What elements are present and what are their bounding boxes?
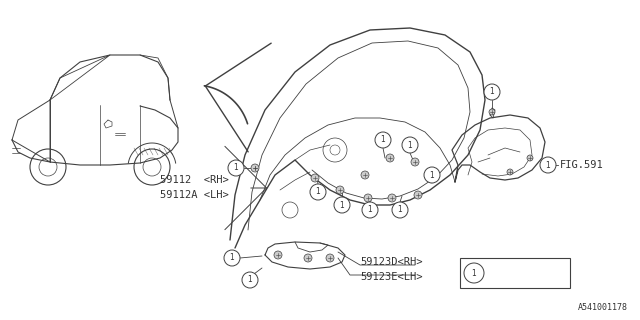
Circle shape [364,194,372,202]
Circle shape [402,137,418,153]
Text: 59123E<LH>: 59123E<LH> [360,272,422,282]
Circle shape [392,202,408,218]
Circle shape [388,194,396,202]
Text: 1: 1 [367,205,372,214]
Circle shape [242,272,258,288]
Circle shape [464,263,484,283]
Text: 1: 1 [316,188,321,196]
Circle shape [310,184,326,200]
Text: 1: 1 [230,253,234,262]
Circle shape [336,186,344,194]
Circle shape [252,165,258,171]
Circle shape [251,164,259,172]
Circle shape [311,174,319,182]
Text: 59112  <RH>: 59112 <RH> [160,175,228,185]
Text: 1: 1 [381,135,385,145]
Circle shape [375,132,391,148]
Circle shape [414,191,422,199]
Circle shape [304,254,312,262]
Text: W140065: W140065 [506,268,550,278]
Text: 59123D<RH>: 59123D<RH> [360,257,422,267]
Text: 1: 1 [472,268,476,277]
Circle shape [334,197,350,213]
Circle shape [274,251,282,259]
Circle shape [228,160,244,176]
Text: 1: 1 [340,201,344,210]
Text: FIG.591: FIG.591 [560,160,604,170]
Circle shape [484,84,500,100]
Text: 1: 1 [397,205,403,214]
Text: 1: 1 [490,87,494,97]
Text: 1: 1 [234,164,238,172]
Circle shape [224,250,240,266]
Circle shape [489,109,495,115]
Circle shape [527,155,533,161]
Circle shape [362,202,378,218]
Text: A541001178: A541001178 [578,303,628,312]
Circle shape [507,169,513,175]
Circle shape [540,157,556,173]
Circle shape [411,158,419,166]
Circle shape [386,154,394,162]
Text: 1: 1 [408,140,412,149]
Circle shape [326,254,334,262]
Text: 59112A <LH>: 59112A <LH> [160,190,228,200]
Bar [460,258,570,288]
Circle shape [361,171,369,179]
Circle shape [424,167,440,183]
Text: 1: 1 [248,276,252,284]
Text: 1: 1 [546,161,550,170]
Text: 1: 1 [429,171,435,180]
